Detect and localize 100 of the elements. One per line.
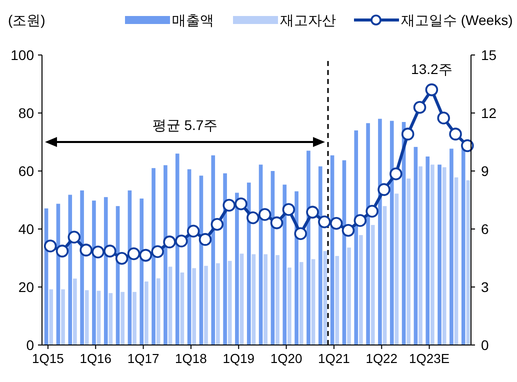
point: [330, 216, 343, 230]
point: [270, 216, 284, 230]
point: [461, 139, 474, 152]
bar: [335, 256, 340, 345]
point: [163, 236, 176, 248]
point: [234, 197, 248, 210]
point: [437, 112, 450, 124]
bar: [426, 156, 430, 345]
point: [449, 128, 462, 140]
bar: [354, 130, 358, 345]
bar: [306, 150, 310, 345]
x-tick-label: 1Q20: [270, 351, 302, 366]
bar: [168, 266, 172, 345]
bar: [235, 192, 239, 345]
bar: [108, 293, 113, 345]
bar: [414, 146, 418, 345]
bar: [132, 292, 136, 345]
point: [401, 128, 414, 140]
bar: [144, 281, 148, 345]
x-tick-label: 1Q23E: [409, 351, 450, 366]
bar: [438, 164, 442, 345]
y2-tick-label: 3: [481, 279, 489, 295]
point: [175, 234, 188, 248]
bar: [68, 194, 72, 345]
bar: [454, 177, 458, 345]
y-tick-label: 40: [18, 221, 34, 237]
point: [366, 204, 378, 218]
bar: [442, 167, 446, 345]
y-tick-label: 0: [26, 337, 34, 353]
point: [294, 227, 307, 240]
bar: [418, 166, 422, 345]
bar: [466, 180, 470, 345]
y-tick-label: 80: [18, 105, 34, 121]
x-tick-label: 1Q16: [80, 351, 112, 366]
y2-tick-label: 15: [481, 47, 497, 63]
bar: [92, 200, 96, 345]
bar: [84, 290, 89, 345]
bar: [204, 266, 208, 345]
y-tick-label: 100: [10, 47, 34, 63]
point: [80, 244, 92, 256]
bar: [240, 254, 244, 345]
x-tick-label: 1Q21: [318, 351, 350, 366]
bar: [288, 268, 292, 345]
y2-tick-label: 9: [481, 163, 489, 179]
legend-label: 매출액: [172, 12, 214, 28]
point: [246, 211, 260, 224]
point: [413, 100, 426, 114]
bar: [406, 178, 411, 345]
bar: [430, 164, 434, 345]
point: [354, 214, 367, 227]
y2-tick-label: 6: [481, 221, 489, 237]
point: [127, 247, 140, 260]
y-tick-label: 20: [18, 279, 34, 295]
annotation: 13.2주: [411, 60, 452, 77]
legend-label: 재고자산: [280, 12, 336, 28]
y-axis-title: (조원): [8, 12, 46, 28]
bar: [294, 191, 298, 345]
bar: [246, 182, 251, 345]
point: [282, 203, 296, 216]
point: [139, 248, 152, 262]
bar: [370, 224, 375, 345]
bar: [228, 260, 232, 345]
bar: [49, 289, 54, 345]
x-tick-label: 1Q17: [127, 351, 160, 366]
bar: [175, 154, 180, 345]
bar: [152, 168, 156, 345]
y2-tick-label: 12: [481, 105, 497, 121]
point: [151, 245, 164, 258]
bar: [394, 194, 399, 345]
bar: [359, 235, 363, 345]
point: [222, 198, 236, 212]
bar: [156, 278, 160, 345]
point: [318, 215, 331, 228]
y2-tick-label: 0: [481, 337, 489, 353]
x-tick-label: 1Q19: [222, 351, 255, 366]
x-tick-label: 1Q22: [366, 351, 398, 366]
point: [44, 240, 57, 252]
bar: [192, 268, 196, 345]
point: [92, 246, 104, 258]
bar: [276, 255, 280, 345]
bar: [390, 120, 394, 345]
bar: [180, 272, 184, 345]
bar: [96, 290, 101, 345]
bar: [61, 289, 65, 345]
bar: [323, 251, 328, 345]
point: [198, 233, 212, 246]
bar: [216, 263, 220, 345]
bar: [382, 206, 387, 345]
bar: [311, 259, 316, 345]
point: [390, 168, 402, 180]
point: [378, 183, 390, 196]
point: [68, 230, 81, 244]
bar: [164, 165, 168, 345]
bar: [140, 198, 144, 345]
point: [56, 244, 69, 258]
bar: [282, 184, 287, 345]
point: [425, 83, 438, 96]
x-tick-label: 1Q18: [175, 351, 207, 366]
point: [306, 206, 319, 219]
point: [104, 244, 116, 258]
